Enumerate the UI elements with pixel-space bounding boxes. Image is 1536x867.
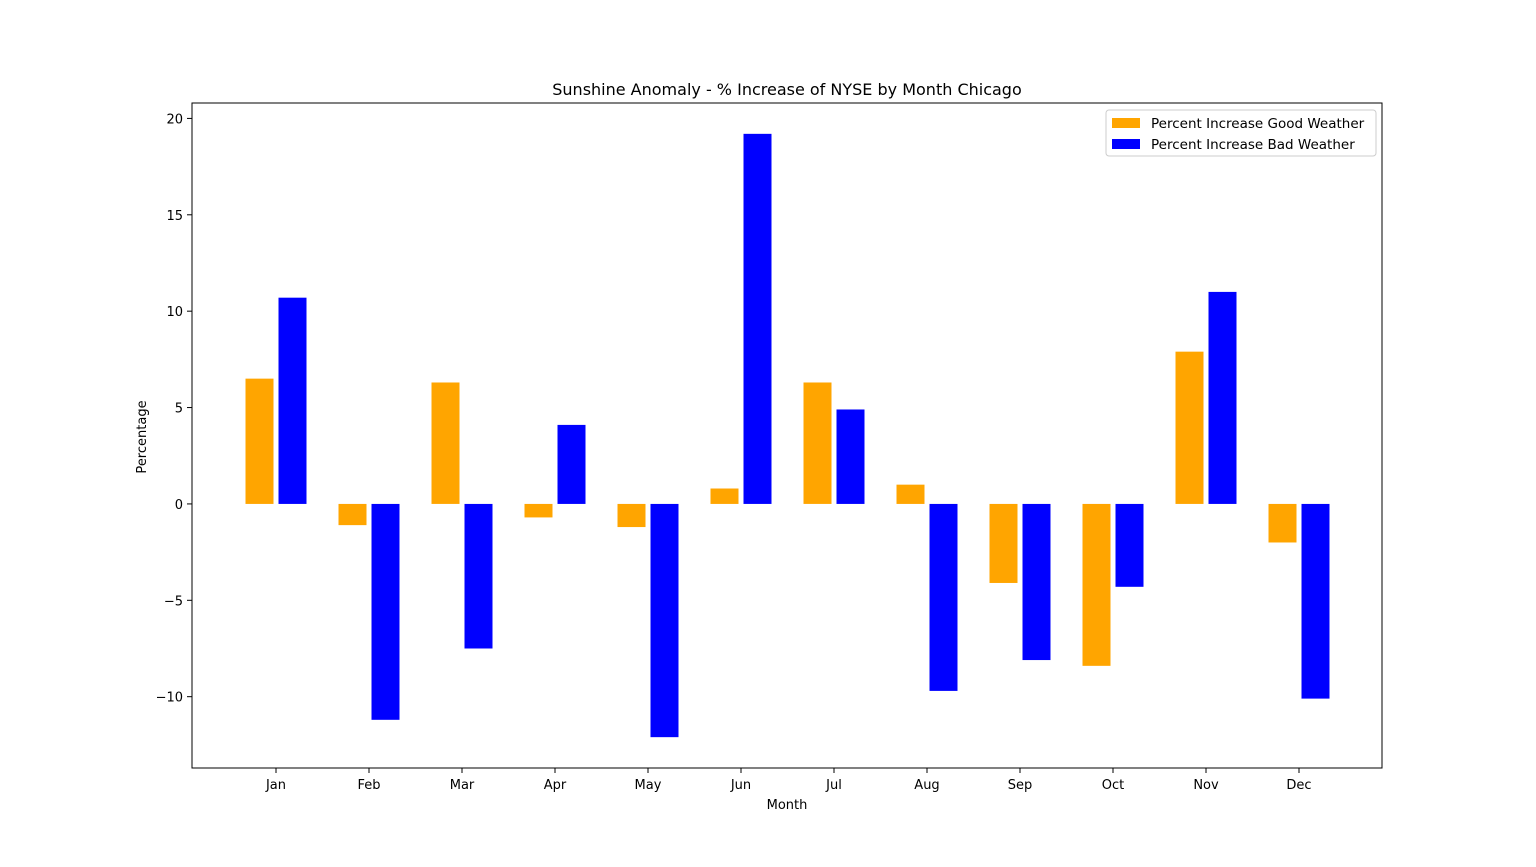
y-tick-label: −5 xyxy=(164,594,183,609)
y-tick-label: 0 xyxy=(175,498,183,513)
bar-bad-weather-jul xyxy=(836,409,865,504)
y-axis: −10 −5 0 5 10 15 20 xyxy=(156,112,192,706)
bar-good-weather-jul xyxy=(803,382,832,504)
bar-good-weather-feb xyxy=(338,503,367,526)
x-tick-label-dec: Dec xyxy=(1286,778,1311,793)
x-axis-label: Month xyxy=(767,798,808,813)
x-tick-label-sep: Sep xyxy=(1008,778,1033,793)
y-tick-label: 15 xyxy=(166,209,183,224)
y-tick-label: −10 xyxy=(156,691,183,706)
bar-good-weather-jan xyxy=(245,378,274,504)
bar-good-weather-aug xyxy=(896,484,925,504)
x-tick-label-jun: Jun xyxy=(730,778,751,793)
legend-swatch-good-weather xyxy=(1112,118,1140,128)
x-tick-label-jul: Jul xyxy=(825,778,842,793)
bar-bad-weather-aug xyxy=(929,503,958,691)
y-tick-label: 10 xyxy=(166,305,183,320)
bar-good-weather-nov xyxy=(1175,351,1204,504)
bar-bad-weather-dec xyxy=(1301,503,1330,699)
legend: Percent Increase Good Weather Percent Inc… xyxy=(1105,109,1377,157)
bar-bad-weather-sep xyxy=(1022,503,1051,661)
bar-bad-weather-nov xyxy=(1208,291,1237,504)
x-tick-label-nov: Nov xyxy=(1193,778,1219,793)
bar-good-weather-oct xyxy=(1082,503,1111,666)
x-tick-label-jan: Jan xyxy=(265,778,286,793)
y-axis-label: Percentage xyxy=(135,400,150,473)
bar-good-weather-jun xyxy=(710,488,739,504)
bars-layer xyxy=(245,133,1330,738)
x-tick-label-feb: Feb xyxy=(357,778,380,793)
x-tick-label-oct: Oct xyxy=(1102,778,1124,793)
bar-good-weather-sep xyxy=(989,503,1018,583)
bar-bad-weather-mar xyxy=(464,503,493,649)
x-tick-label-mar: Mar xyxy=(450,778,475,793)
legend-swatch-bad-weather xyxy=(1112,139,1140,149)
x-tick-label-apr: Apr xyxy=(544,778,567,793)
bar-bad-weather-may xyxy=(650,503,679,738)
bar-bad-weather-jun xyxy=(743,133,772,504)
bar-good-weather-dec xyxy=(1268,503,1297,543)
bar-good-weather-apr xyxy=(524,503,553,518)
y-tick-label: 5 xyxy=(175,402,183,417)
bar-good-weather-mar xyxy=(431,382,460,504)
bar-bad-weather-feb xyxy=(371,503,400,720)
chart-title: Sunshine Anomaly - % Increase of NYSE by… xyxy=(552,80,1022,99)
plot-area-frame xyxy=(191,102,1383,769)
bar-good-weather-may xyxy=(617,503,646,528)
bar-bad-weather-jan xyxy=(278,297,307,504)
legend-label-good-weather: Percent Increase Good Weather xyxy=(1151,116,1365,132)
x-tick-label-may: May xyxy=(635,778,662,793)
x-tick-label-aug: Aug xyxy=(914,778,939,793)
legend-label-bad-weather: Percent Increase Bad Weather xyxy=(1151,137,1355,153)
bar-bad-weather-apr xyxy=(557,424,586,504)
bar-bad-weather-oct xyxy=(1115,503,1144,587)
legend-box xyxy=(1105,109,1377,157)
x-axis: Jan Feb Mar Apr May Jun Jul Aug Sep Oct Nov Dec xyxy=(265,768,1312,793)
y-tick-label: 20 xyxy=(166,112,183,127)
